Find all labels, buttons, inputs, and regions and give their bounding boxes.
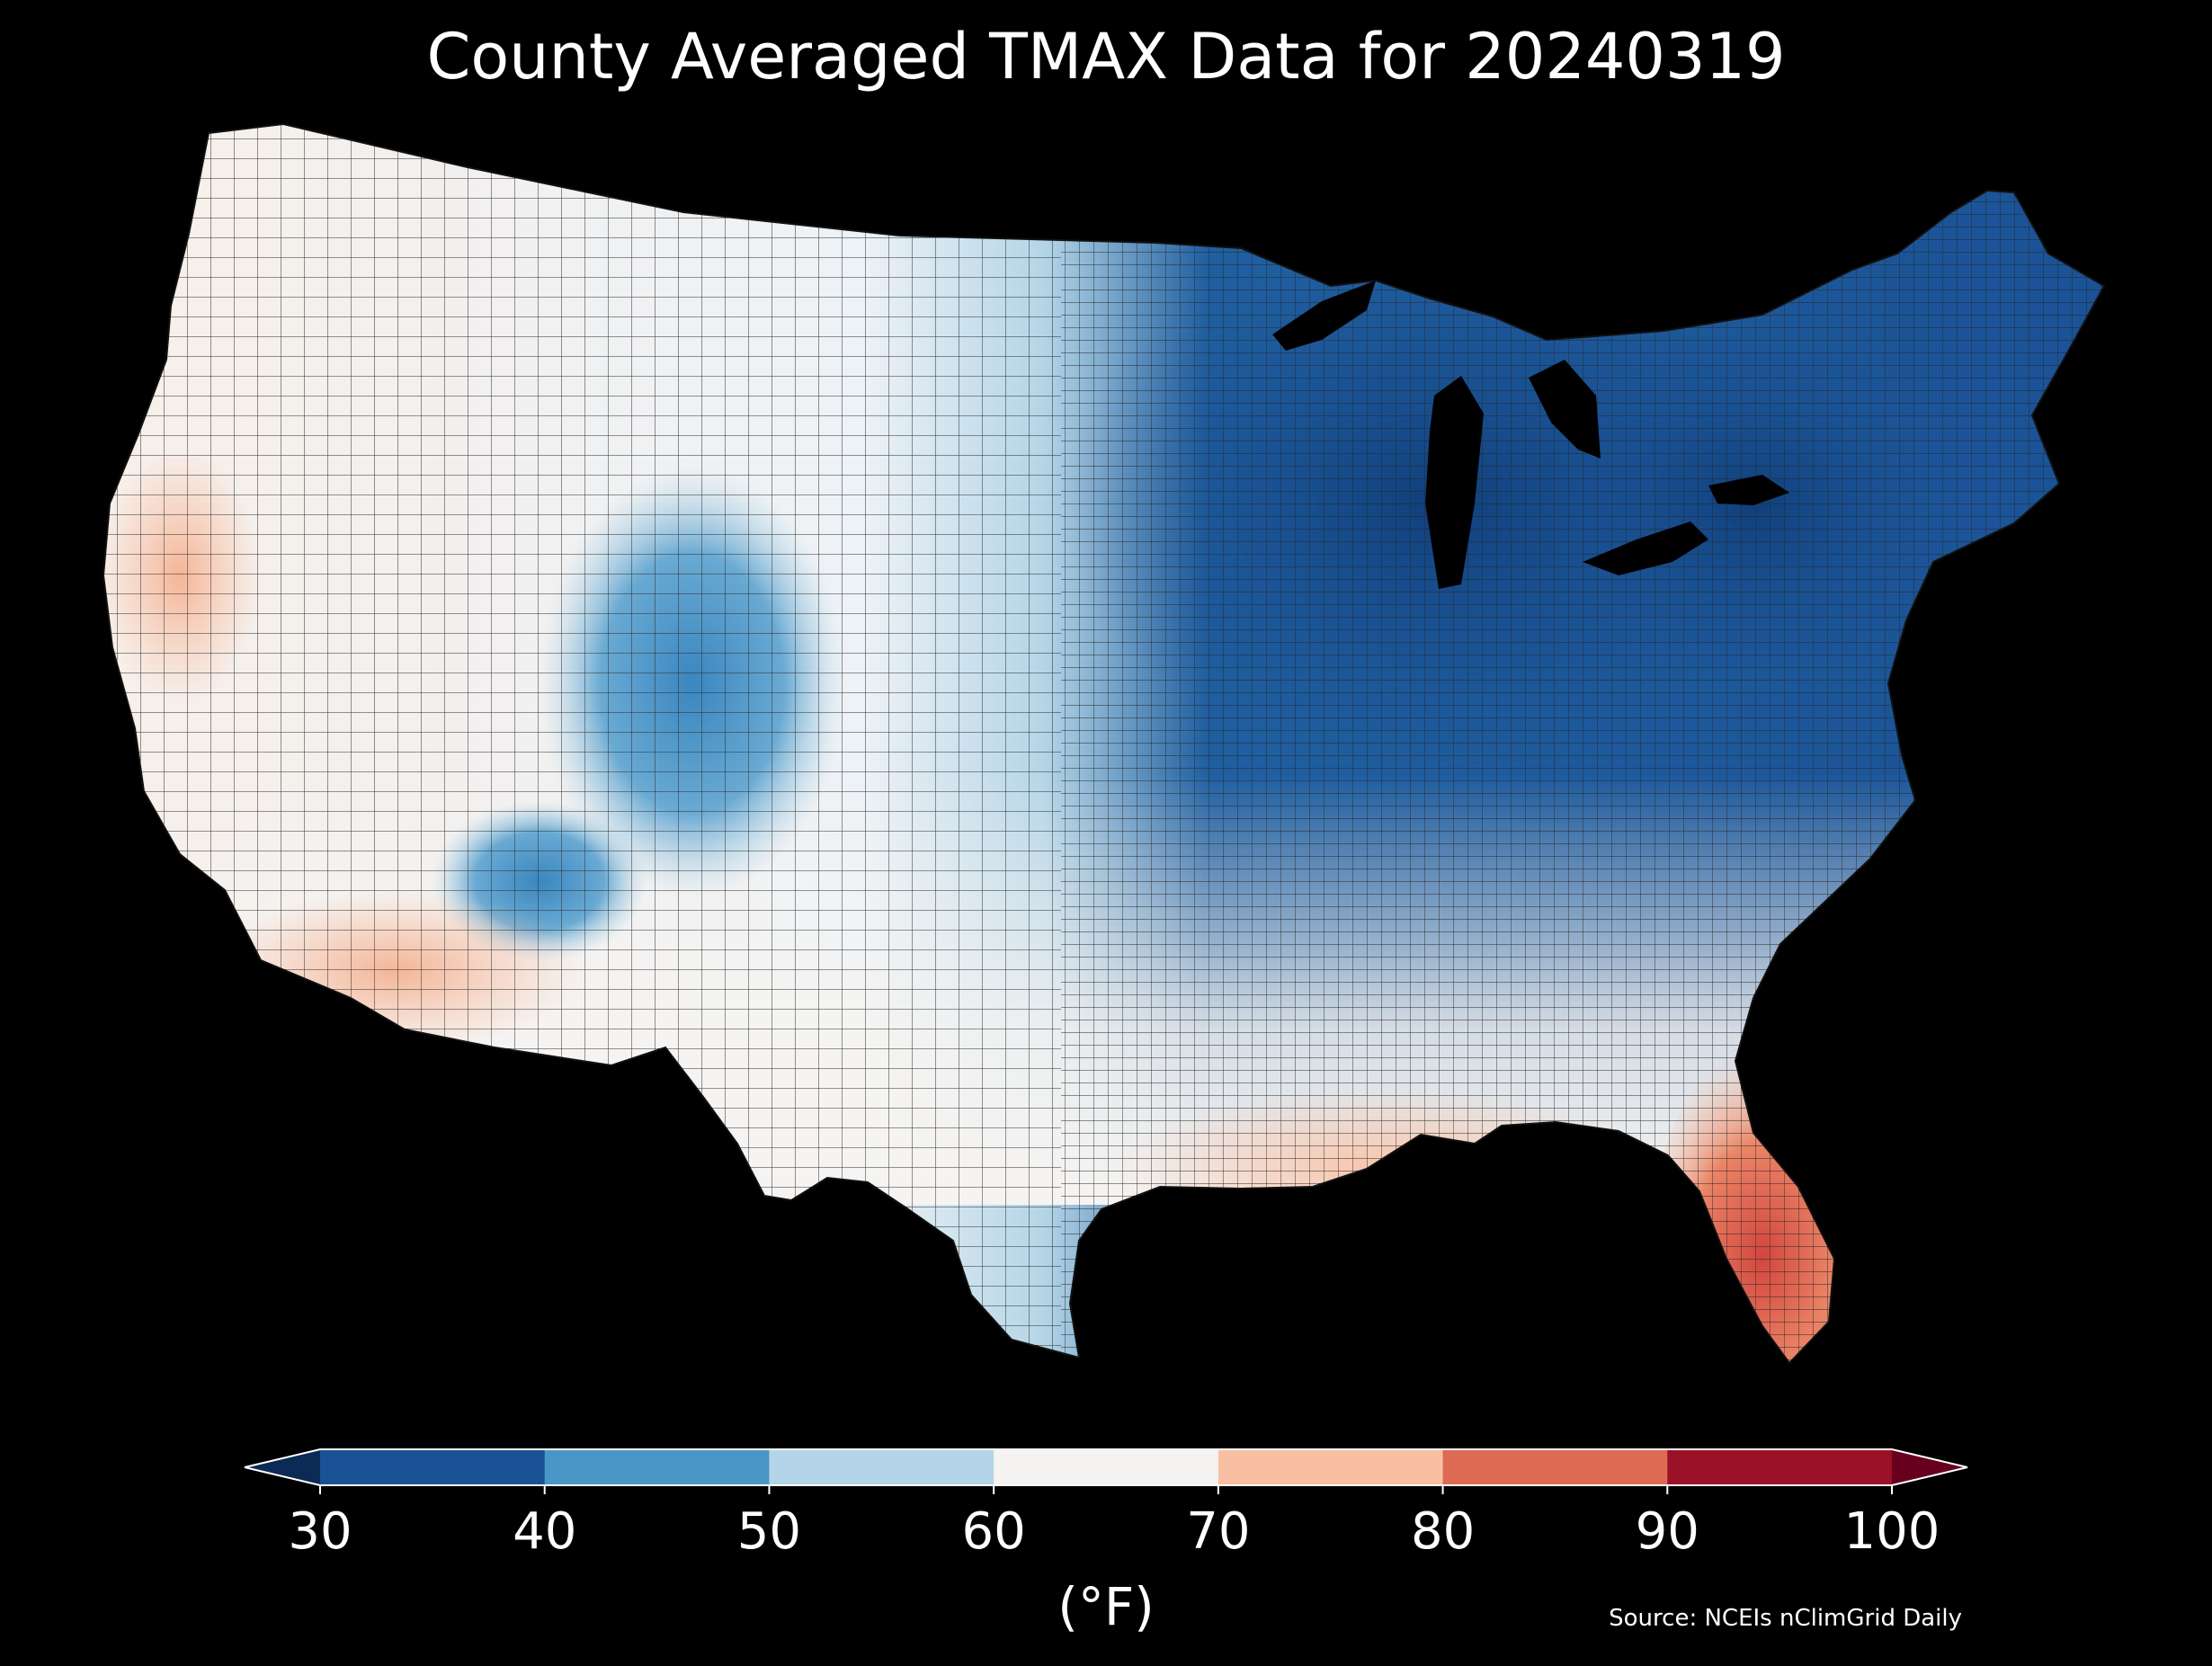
lake-erie [1583,521,1708,575]
lake-huron [1529,360,1601,459]
colorbar-unit-label: (°F) [1057,1576,1155,1637]
colorbar-tick-label: 100 [1844,1502,1940,1561]
county-borders-west [103,124,1061,1363]
colorbar-tick-label: 90 [1636,1502,1699,1561]
colorbar-bins [320,1449,1893,1485]
colorbar-bin [320,1449,546,1485]
conus-county-map [103,124,2104,1363]
great-lakes [1272,281,1789,589]
colorbar-bin [1442,1449,1668,1485]
colorbar-tick-label: 50 [737,1502,801,1561]
colorbar-extend-over [1892,1449,1967,1485]
colorbar-bin [544,1449,770,1485]
colorbar-bin [769,1449,995,1485]
lake-michigan [1425,376,1484,589]
colorbar-extend-under [245,1449,320,1485]
colorbar-bin [1217,1449,1444,1485]
lake-superior [1272,281,1376,351]
colorbar-ticks: 30 40 50 60 70 80 90 100 [288,1485,1940,1561]
colorbar-tick-label: 70 [1186,1502,1250,1561]
lake-ontario [1708,475,1789,505]
colorbar-bin [994,1449,1219,1485]
colorbar-bin [1667,1449,1893,1485]
colorbar-tick-label: 30 [288,1502,352,1561]
source-attribution: Source: NCEIs nClimGrid Daily [1609,1605,1962,1632]
map-title: County Averaged TMAX Data for 20240319 [426,20,1786,94]
colorbar-tick-label: 60 [962,1502,1026,1561]
us-border [102,122,2106,1365]
colorbar-tick-label: 40 [513,1502,576,1561]
colorbar-tick-label: 80 [1411,1502,1475,1561]
colorbar: 30 40 50 60 70 80 90 100 [244,1448,1968,1561]
county-borders-east [1061,124,2104,1363]
